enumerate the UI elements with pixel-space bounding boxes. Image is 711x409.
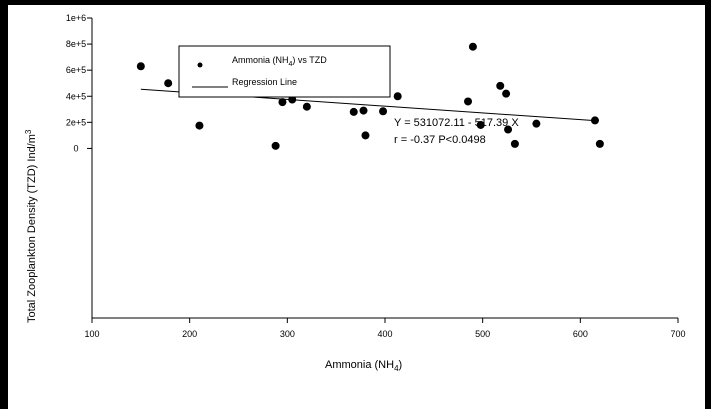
regression-stats: r = -0.37 P<0.0498 <box>394 134 486 146</box>
data-point <box>393 92 402 101</box>
y-tick-label: 6e+5 <box>66 65 86 75</box>
data-point <box>271 141 280 150</box>
legend-entry-line: Regression Line <box>232 77 297 87</box>
data-point <box>288 95 297 104</box>
data-point <box>379 107 388 116</box>
regression-equation: Y = 531072.11 - 517.39 X <box>394 117 519 129</box>
scatter-chart: 0 2e+5 4e+5 6e+5 8e+5 1e+6 100 200 300 400 500 600… <box>24 13 686 373</box>
y-ticks: 0 2e+5 4e+5 6e+5 8e+5 1e+6 <box>66 13 92 153</box>
legend-entry-dots: Ammonia (NH4) vs TZD <box>232 55 327 68</box>
data-point <box>464 97 473 106</box>
data-point <box>496 81 505 90</box>
data-point <box>302 102 311 111</box>
data-point <box>468 42 477 51</box>
y-axis-title: Total Zooplankton Density (TZD) Ind/m3 <box>24 129 38 323</box>
data-point <box>476 120 485 129</box>
y-tick-label: 8e+5 <box>66 39 86 49</box>
data-point <box>136 62 145 71</box>
data-point <box>502 89 511 98</box>
y-tick-label: 0 <box>73 143 78 153</box>
x-tick-label: 700 <box>670 329 685 339</box>
chart-canvas: 0 2e+5 4e+5 6e+5 8e+5 1e+6 100 200 300 400 500 600… <box>8 5 705 409</box>
legend-box <box>178 45 391 98</box>
y-tick-label: 2e+5 <box>66 117 86 127</box>
x-tick-label: 300 <box>280 329 295 339</box>
data-point <box>164 79 173 88</box>
y-tick-label: 1e+6 <box>66 13 86 23</box>
legend: Ammonia (NH4) vs TZD Regression Line <box>178 45 391 98</box>
data-point <box>590 116 599 125</box>
x-ticks: 100 200 300 400 500 600 700 <box>84 318 686 339</box>
data-point <box>278 98 287 107</box>
data-point <box>504 125 513 134</box>
y-tick-label: 4e+5 <box>66 91 86 101</box>
data-point <box>595 139 604 148</box>
data-point <box>361 131 370 140</box>
x-axis-title: Ammonia (NH4) <box>325 359 402 373</box>
x-tick-label: 400 <box>377 329 392 339</box>
x-tick-label: 200 <box>182 329 197 339</box>
legend-dot-icon <box>197 62 203 68</box>
x-tick-label: 600 <box>573 329 588 339</box>
data-point <box>349 107 358 116</box>
data-point <box>532 119 541 128</box>
x-tick-label: 500 <box>475 329 490 339</box>
x-tick-label: 100 <box>84 329 99 339</box>
data-point <box>510 139 519 148</box>
data-point <box>195 121 204 130</box>
data-point <box>359 106 368 115</box>
